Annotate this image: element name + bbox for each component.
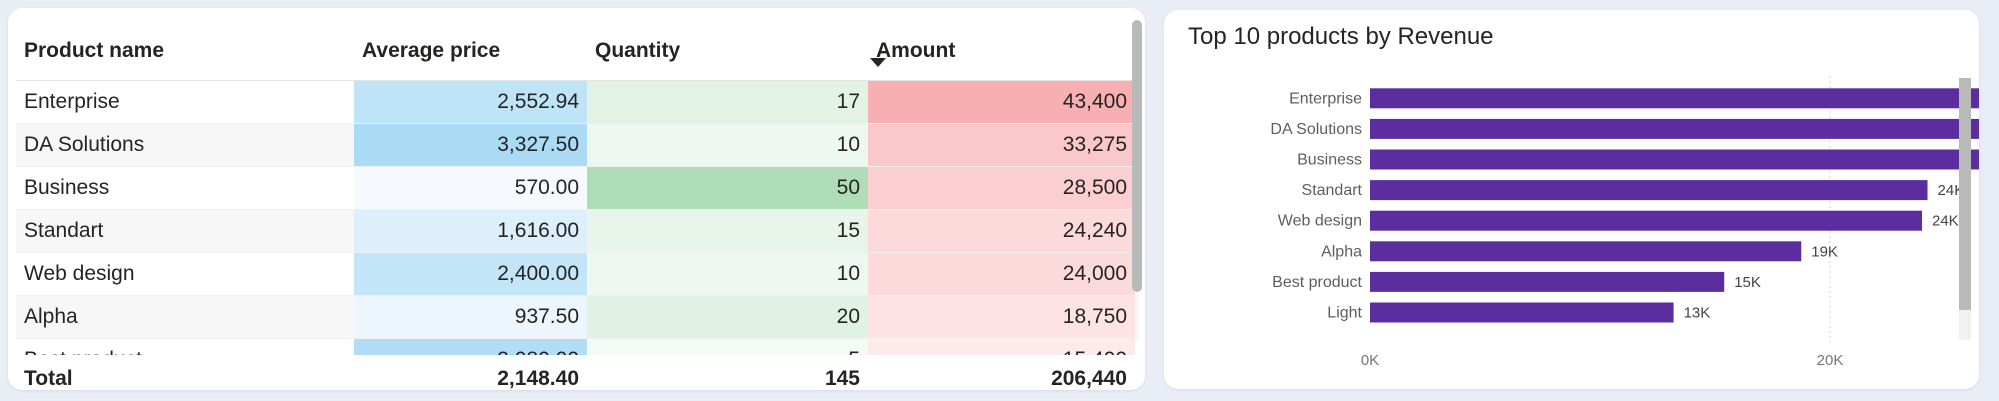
product-name-cell: DA Solutions xyxy=(24,133,145,156)
column-header-amount[interactable]: Amount xyxy=(876,39,956,62)
revenue-bar[interactable] xyxy=(1370,271,1725,292)
bar-data-label: 19K xyxy=(1811,243,1838,260)
table-row[interactable]: Enterprise 2,552.94 17 43,400 xyxy=(16,81,1139,124)
amount-cell: 28,500 xyxy=(868,167,1135,209)
revenue-bar[interactable] xyxy=(1370,241,1802,262)
product-name-cell: Alpha xyxy=(24,305,78,328)
bar-data-label: 13K xyxy=(1684,305,1711,322)
x-tick-label: 0K xyxy=(1361,352,1379,369)
column-header-average-price[interactable]: Average price xyxy=(362,39,501,62)
total-quantity: 145 xyxy=(824,367,860,390)
category-label: Web design xyxy=(1278,213,1362,230)
bar-data-label: 15K xyxy=(1734,274,1761,291)
total-average-price: 2,148.40 xyxy=(497,367,579,390)
total-amount: 206,440 xyxy=(1051,367,1127,390)
category-label: Alpha xyxy=(1321,243,1362,260)
quantity-cell: 20 xyxy=(587,296,868,338)
table-row[interactable]: Web design 2,400.00 10 24,000 xyxy=(16,253,1139,296)
table-total-row: Total 2,148.40 145 206,440 xyxy=(16,358,1139,390)
amount-cell: 43,400 xyxy=(868,81,1135,123)
product-name-cell: Enterprise xyxy=(24,90,120,113)
amount-cell: 33,275 xyxy=(868,124,1135,166)
quantity-cell: 15 xyxy=(587,210,868,252)
category-label: Business xyxy=(1297,152,1362,169)
table-row[interactable]: Standart 1,616.00 15 24,240 xyxy=(16,210,1139,253)
category-label: Enterprise xyxy=(1289,90,1362,107)
revenue-bar[interactable] xyxy=(1370,180,1928,201)
table-row[interactable]: Best product3,080.00515,400 xyxy=(16,339,1139,355)
table-body: Enterprise 2,552.94 17 43,400 DA Solutions 3,… xyxy=(16,81,1139,355)
table-row[interactable]: Alpha 937.50 20 18,750 xyxy=(16,296,1139,339)
quantity-cell: 50 xyxy=(587,167,868,209)
amount-cell: 24,240 xyxy=(868,210,1135,252)
category-label: Best product xyxy=(1272,274,1362,291)
product-name-cell: Standart xyxy=(24,219,104,242)
total-label: Total xyxy=(24,367,73,390)
product-name-cell: Business xyxy=(24,176,110,199)
average-price-cell: 3,080.00 xyxy=(354,339,587,355)
revenue-bar[interactable] xyxy=(1370,149,1979,170)
x-tick-label: 20K xyxy=(1817,352,1844,369)
quantity-cell: 17 xyxy=(587,81,868,123)
category-label: DA Solutions xyxy=(1270,121,1362,138)
chart-scrollbar-thumb[interactable] xyxy=(1959,78,1971,310)
product-name-cell: Best product xyxy=(16,339,354,355)
quantity-cell: 5 xyxy=(587,339,868,355)
table-row[interactable]: Business 570.00 50 28,500 xyxy=(16,167,1139,210)
average-price-cell: 3,327.50 xyxy=(354,124,587,166)
category-label: Standart xyxy=(1302,182,1363,199)
revenue-bar[interactable] xyxy=(1370,210,1922,231)
bar-data-label: 24K xyxy=(1932,213,1959,230)
quantity-cell: 10 xyxy=(587,253,868,295)
average-price-cell: 2,552.94 xyxy=(354,81,587,123)
table-scrollbar[interactable] xyxy=(1132,20,1142,292)
average-price-cell: 1,616.00 xyxy=(354,210,587,252)
column-header-product-name[interactable]: Product name xyxy=(24,39,165,62)
average-price-cell: 570.00 xyxy=(354,167,587,209)
category-label: Light xyxy=(1327,305,1362,322)
average-price-cell: 2,400.00 xyxy=(354,253,587,295)
bar-data-label: 24K xyxy=(1938,182,1965,199)
amount-cell: 24,000 xyxy=(868,253,1135,295)
amount-cell: 18,750 xyxy=(868,296,1135,338)
revenue-chart-card: Top 10 products by Revenue 0K20K40KEnter… xyxy=(1164,10,1979,389)
average-price-cell: 937.50 xyxy=(354,296,587,338)
sort-descending-icon[interactable] xyxy=(870,58,886,67)
table-row[interactable]: DA Solutions 3,327.50 10 33,275 xyxy=(16,124,1139,167)
chart-title: Top 10 products by Revenue xyxy=(1188,23,1494,50)
amount-cell: 15,400 xyxy=(868,339,1135,355)
revenue-bar[interactable] xyxy=(1370,118,1979,139)
revenue-bar-chart: 0K20K40KEnterprise43KDA Solutions33KBusi… xyxy=(1270,76,1979,369)
product-name-cell: Web design xyxy=(24,262,135,285)
quantity-cell: 10 xyxy=(587,124,868,166)
revenue-bar[interactable] xyxy=(1370,88,1979,109)
revenue-bar[interactable] xyxy=(1370,302,1674,323)
product-table: Product name Average price Quantity Amou… xyxy=(8,8,1145,390)
table-header: Product name Average price Quantity Amou… xyxy=(16,22,1139,81)
column-header-quantity[interactable]: Quantity xyxy=(595,39,681,62)
